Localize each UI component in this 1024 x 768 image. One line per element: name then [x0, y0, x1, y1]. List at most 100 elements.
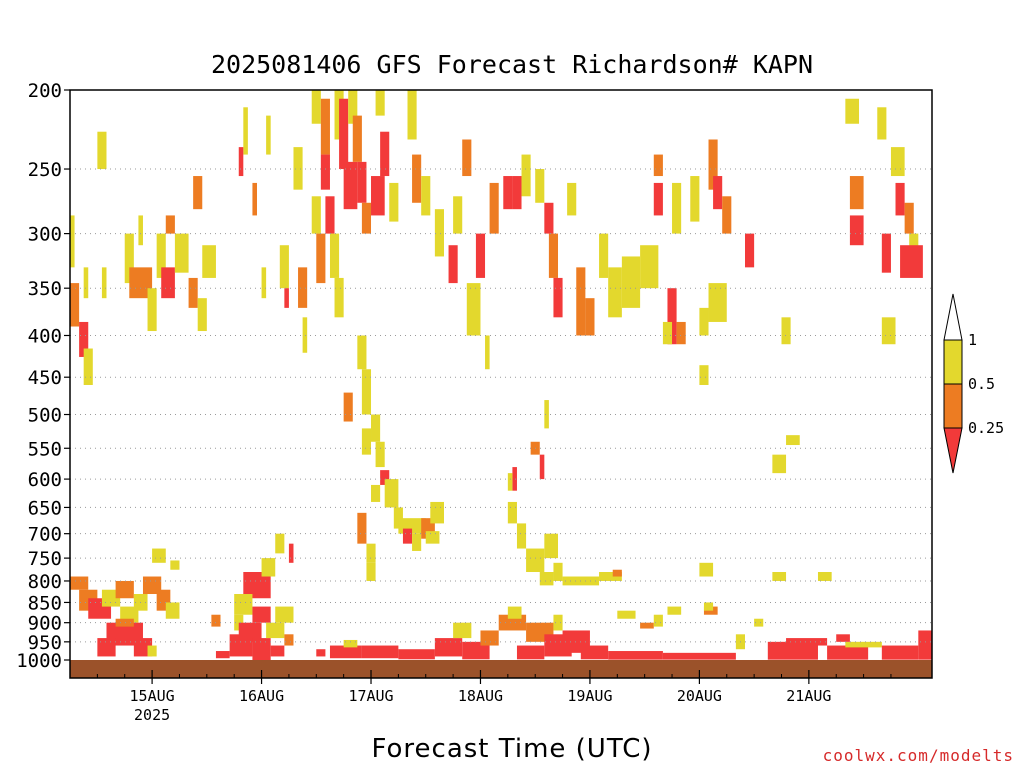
heatmap-cell [895, 182, 905, 216]
y-tick-label: 600 [28, 469, 62, 491]
heatmap-cell [918, 630, 932, 660]
heatmap-cell [252, 182, 257, 216]
heatmap-cell [690, 176, 700, 222]
heatmap-cell [535, 169, 545, 203]
heatmap-cell [722, 196, 732, 234]
heatmap-cell [357, 512, 367, 544]
heatmap-cell [298, 267, 308, 308]
heatmap-cell [786, 638, 828, 646]
heatmap-cell [462, 139, 472, 177]
heatmap-cell [284, 288, 289, 308]
x-tick-label: 20AUG [677, 687, 722, 705]
heatmap-cell [215, 651, 230, 659]
heatmap-cell [352, 115, 362, 162]
heatmap-cell [653, 154, 663, 177]
heatmap-cell [375, 441, 385, 468]
heatmap-cell [881, 645, 919, 660]
ground-region [70, 660, 932, 678]
heatmap-cell [708, 139, 718, 190]
legend-bin [943, 427, 963, 474]
heatmap-cell [699, 307, 709, 336]
y-tick-label: 550 [28, 438, 62, 460]
heatmap-cell [585, 298, 595, 336]
heatmap-cell [357, 335, 367, 370]
heatmap-cell [653, 614, 663, 627]
heatmap-cell [380, 131, 390, 177]
y-tick-label: 350 [28, 278, 62, 300]
credit-link[interactable]: coolwx.com/modelts [822, 746, 1014, 765]
heatmap-cell [197, 298, 207, 332]
heatmap-cell [161, 267, 175, 299]
y-tick-label: 450 [28, 367, 62, 389]
heatmap-cell [142, 576, 162, 595]
legend: 1 0.5 0.25 [943, 293, 1004, 474]
heatmap-cell [339, 98, 349, 170]
heatmap-cell [480, 630, 499, 646]
heatmap-cell [425, 531, 440, 544]
heatmap-cell [229, 634, 253, 657]
heatmap-cell [772, 454, 787, 474]
heatmap-cell [361, 369, 372, 415]
heatmap-cell [320, 154, 330, 190]
heatmap-cell [544, 533, 559, 559]
heatmap-cell [275, 606, 294, 623]
heatmap-cell [877, 107, 887, 140]
heatmap-cell [357, 161, 367, 203]
heatmap-cell [512, 467, 517, 491]
heatmap-cell [334, 277, 344, 318]
heatmap-cell [845, 641, 882, 648]
heatmap-cell [900, 245, 923, 278]
heatmap-cell [567, 182, 577, 216]
heatmap-cell [174, 233, 189, 273]
heatmap-cell [366, 562, 376, 581]
heatmap-cell [152, 548, 166, 563]
grid-layer [70, 168, 932, 643]
heatmap-cell [238, 147, 244, 177]
heatmap-cell [188, 277, 198, 308]
heatmap-cell [170, 560, 180, 570]
heatmap-cell [252, 638, 271, 660]
heatmap-cell [266, 115, 271, 155]
heatmap-cell [70, 283, 80, 327]
heatmap-cell [599, 233, 609, 278]
heatmap-cell [662, 321, 673, 345]
heatmap-cell [434, 209, 444, 257]
heatmap-cell [380, 470, 390, 485]
heatmap-cell [453, 622, 472, 639]
heatmap-cell [361, 645, 399, 659]
y-tick-label: 1000 [16, 650, 62, 672]
heatmap-cell [754, 618, 764, 627]
heatmap-cell [165, 215, 175, 234]
heatmap-cell [676, 321, 686, 345]
heatmap-cell [608, 651, 663, 660]
heatmap-cell [621, 256, 641, 308]
heatmap-cell [512, 176, 522, 210]
heatmap-cell [311, 196, 321, 234]
heatmap-cell [320, 98, 330, 155]
heatmap-cell [544, 202, 554, 234]
y-tick-label: 500 [28, 405, 62, 427]
heatmap-cell [516, 523, 527, 549]
heatmap-cell [599, 572, 622, 581]
y-tick-label: 200 [28, 80, 62, 102]
heatmap-cell [881, 317, 896, 345]
heatmap-cell [516, 645, 545, 660]
y-tick-label: 400 [28, 325, 62, 347]
heatmap-cell [234, 614, 244, 631]
legend-bin [943, 383, 963, 429]
heatmap-cell [836, 634, 850, 642]
heatmap-cell [202, 245, 216, 278]
heatmap-cell [343, 639, 358, 648]
heatmap-cell [398, 649, 435, 660]
legend-label: 0.25 [968, 419, 1004, 437]
heatmap-cell [489, 182, 499, 234]
heatmap-cell [302, 317, 308, 353]
heatmap-cell [421, 176, 431, 216]
heatmap-cell [881, 233, 891, 273]
y-tick-label: 250 [28, 159, 62, 181]
heatmap-cell [316, 233, 326, 284]
y-tick-label: 700 [28, 524, 62, 546]
heatmap-cell [97, 131, 107, 170]
heatmap-cell [507, 606, 522, 619]
